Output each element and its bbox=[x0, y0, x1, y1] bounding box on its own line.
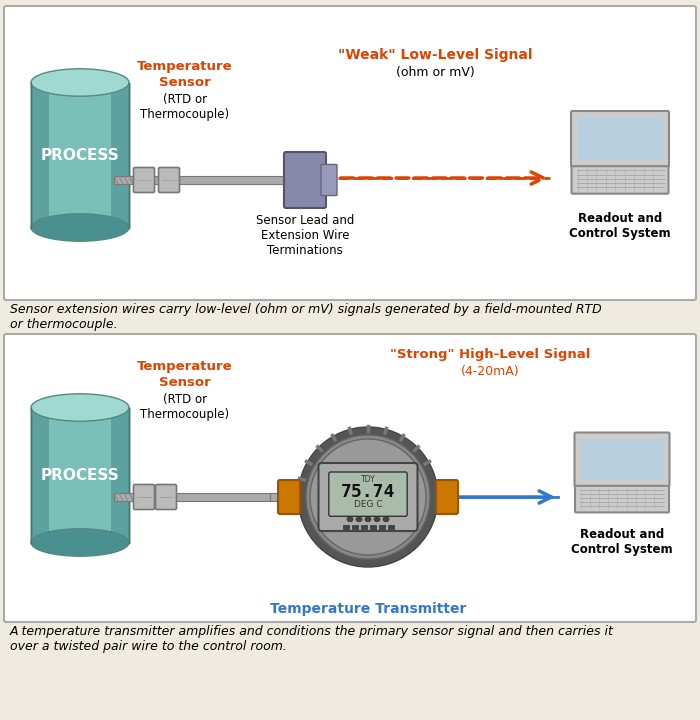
FancyBboxPatch shape bbox=[158, 168, 179, 192]
Bar bbox=[361, 526, 367, 529]
Bar bbox=[270, 493, 280, 501]
Text: DEG C: DEG C bbox=[354, 500, 382, 509]
Ellipse shape bbox=[383, 517, 389, 522]
Bar bbox=[111, 408, 129, 542]
Text: PROCESS: PROCESS bbox=[41, 148, 120, 163]
Text: Temperature Transmitter: Temperature Transmitter bbox=[270, 602, 466, 616]
Bar bbox=[343, 526, 349, 529]
Bar bbox=[578, 117, 662, 161]
Ellipse shape bbox=[306, 435, 430, 559]
Bar bbox=[124, 176, 292, 184]
FancyBboxPatch shape bbox=[575, 486, 669, 513]
FancyBboxPatch shape bbox=[436, 480, 458, 514]
Text: Sensor extension wires carry low-level (ohm or mV) signals generated by a field-: Sensor extension wires carry low-level (… bbox=[10, 303, 602, 331]
Text: (ohm or mV): (ohm or mV) bbox=[395, 66, 475, 79]
FancyBboxPatch shape bbox=[278, 480, 300, 514]
Bar bbox=[370, 526, 376, 529]
Bar bbox=[388, 526, 394, 529]
FancyBboxPatch shape bbox=[329, 472, 407, 516]
Text: Sensor Lead and
Extension Wire
Terminations: Sensor Lead and Extension Wire Terminati… bbox=[256, 214, 354, 257]
Text: 75.74: 75.74 bbox=[341, 483, 395, 501]
Bar bbox=[31, 83, 48, 228]
Ellipse shape bbox=[31, 69, 129, 96]
FancyBboxPatch shape bbox=[575, 433, 669, 486]
FancyBboxPatch shape bbox=[571, 111, 669, 167]
Ellipse shape bbox=[31, 394, 129, 421]
Bar bbox=[111, 83, 129, 228]
Bar bbox=[31, 408, 129, 542]
Ellipse shape bbox=[365, 517, 371, 522]
Text: Sensor: Sensor bbox=[159, 76, 211, 89]
FancyBboxPatch shape bbox=[134, 485, 155, 510]
Text: PROCESS: PROCESS bbox=[41, 467, 120, 482]
Ellipse shape bbox=[347, 517, 353, 522]
FancyBboxPatch shape bbox=[284, 152, 326, 208]
Text: Readout and
Control System: Readout and Control System bbox=[571, 528, 673, 556]
Ellipse shape bbox=[310, 439, 426, 555]
Bar bbox=[379, 526, 385, 529]
Bar bbox=[114, 176, 134, 184]
Text: Temperature: Temperature bbox=[137, 60, 233, 73]
Text: TDY: TDY bbox=[360, 474, 375, 484]
Ellipse shape bbox=[374, 517, 380, 522]
Text: "Strong" High-Level Signal: "Strong" High-Level Signal bbox=[390, 348, 590, 361]
Bar bbox=[114, 493, 134, 501]
FancyBboxPatch shape bbox=[4, 334, 696, 622]
Text: Temperature: Temperature bbox=[137, 360, 233, 373]
Ellipse shape bbox=[298, 427, 438, 567]
Text: (RTD or
Thermocouple): (RTD or Thermocouple) bbox=[141, 393, 230, 421]
Bar bbox=[124, 493, 270, 501]
FancyBboxPatch shape bbox=[4, 6, 696, 300]
FancyBboxPatch shape bbox=[155, 485, 176, 510]
Ellipse shape bbox=[31, 528, 129, 557]
Text: (RTD or
Thermocouple): (RTD or Thermocouple) bbox=[141, 93, 230, 121]
Ellipse shape bbox=[31, 214, 129, 241]
Bar bbox=[31, 408, 48, 542]
Ellipse shape bbox=[356, 517, 362, 522]
Text: "Weak" Low-Level Signal: "Weak" Low-Level Signal bbox=[337, 48, 532, 62]
Bar bbox=[581, 439, 663, 480]
Text: Sensor: Sensor bbox=[159, 376, 211, 389]
Text: Readout and
Control System: Readout and Control System bbox=[569, 212, 671, 240]
Text: (4-20mA): (4-20mA) bbox=[461, 365, 519, 378]
FancyBboxPatch shape bbox=[134, 168, 155, 192]
FancyBboxPatch shape bbox=[321, 164, 337, 196]
Text: A temperature transmitter amplifies and conditions the primary sensor signal and: A temperature transmitter amplifies and … bbox=[10, 625, 614, 653]
Bar bbox=[352, 526, 358, 529]
Bar bbox=[31, 83, 129, 228]
FancyBboxPatch shape bbox=[571, 166, 668, 194]
FancyBboxPatch shape bbox=[318, 463, 417, 531]
